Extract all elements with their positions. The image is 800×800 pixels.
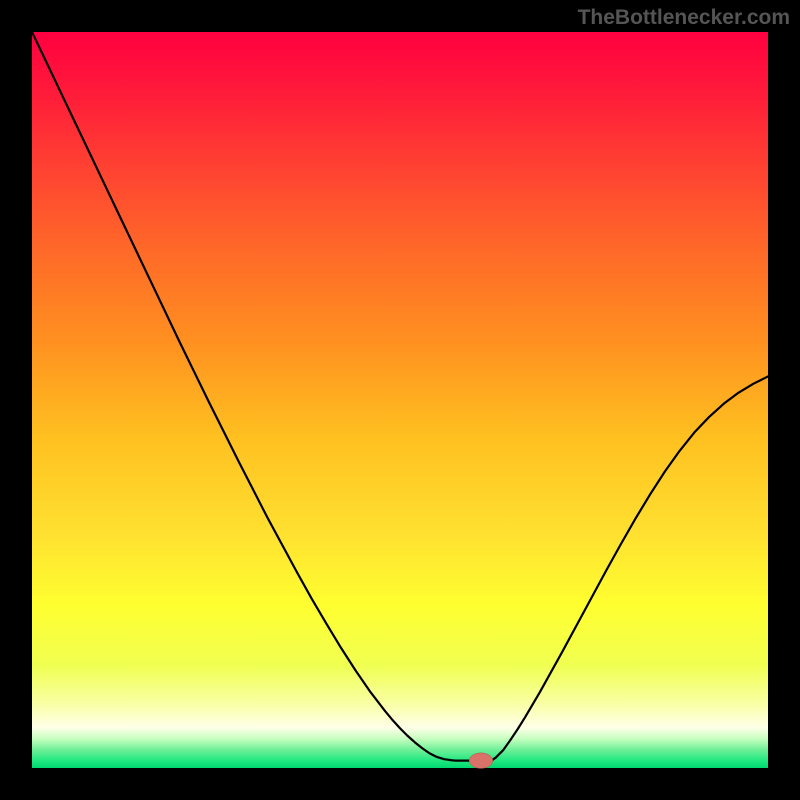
plot-svg bbox=[0, 0, 800, 800]
watermark-text: TheBottlenecker.com bbox=[578, 6, 790, 30]
optimum-marker bbox=[469, 753, 493, 768]
plot-background bbox=[32, 32, 768, 768]
chart-frame: TheBottlenecker.com bbox=[0, 0, 800, 800]
